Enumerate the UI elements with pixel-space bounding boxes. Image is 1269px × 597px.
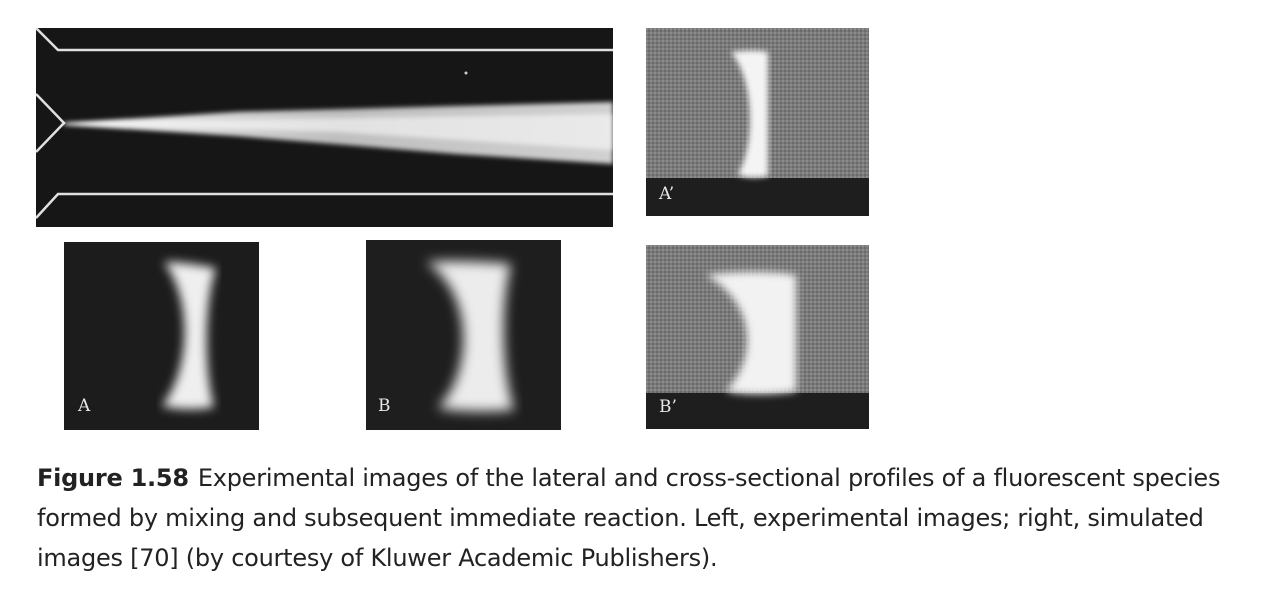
cross-section-b-prime-graphic xyxy=(646,245,869,429)
simulated-cross-section-b-prime: B’ xyxy=(646,245,869,429)
panel-label-a-prime: A’ xyxy=(659,184,675,204)
panel-label-b-prime: B’ xyxy=(659,397,677,417)
lateral-profile-image xyxy=(36,28,613,227)
panel-label-a: A xyxy=(78,396,91,416)
figure-label: Figure 1.58 xyxy=(37,464,189,492)
figure-caption-text: Experimental images of the lateral and c… xyxy=(37,464,1221,572)
cross-section-a-prime-graphic xyxy=(646,28,869,216)
cross-section-a-graphic xyxy=(64,242,259,430)
cross-section-b-graphic xyxy=(366,240,561,430)
simulated-cross-section-a-prime: A’ xyxy=(646,28,869,216)
lateral-profile-graphic xyxy=(36,28,613,227)
panel-label-b: B xyxy=(378,396,391,416)
experimental-cross-section-a: A xyxy=(64,242,259,430)
experimental-cross-section-b: B xyxy=(366,240,561,430)
figure-caption: Figure 1.58 Experimental images of the la… xyxy=(37,458,1252,578)
